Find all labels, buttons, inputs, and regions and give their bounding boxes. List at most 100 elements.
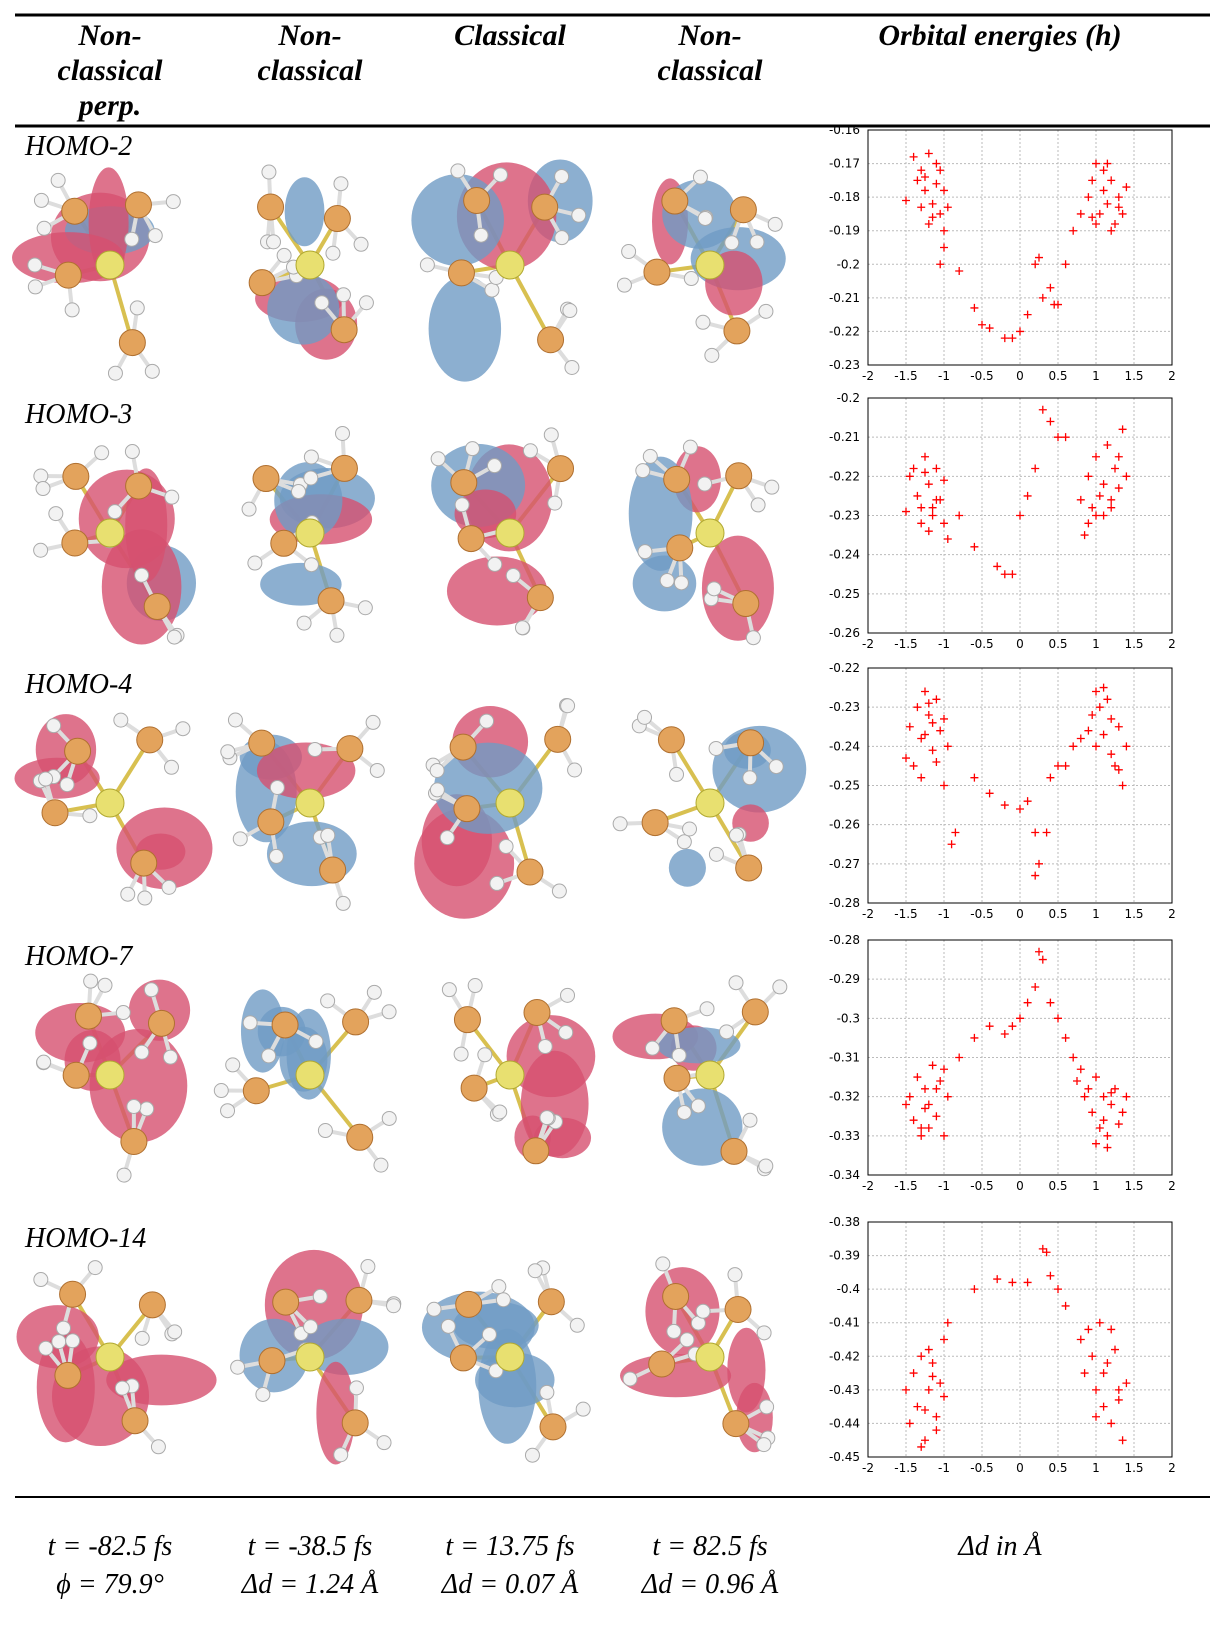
scatter-point (1092, 1073, 1100, 1081)
molecule (613, 710, 806, 886)
molecule (17, 1261, 217, 1454)
hydrogen-atom (493, 168, 507, 182)
scatter-point (1107, 496, 1115, 504)
hydrogen-atom (127, 1100, 141, 1114)
carbon-atom (259, 1348, 285, 1374)
y-tick-label: -0.45 (829, 1450, 860, 1464)
scatter-point (1107, 1325, 1115, 1333)
scatter-point (1069, 227, 1077, 235)
scatter-point (936, 210, 944, 218)
carbon-atom (271, 530, 297, 556)
scatter-point (906, 1093, 914, 1101)
hydrogen-atom (315, 296, 329, 310)
carbon-atom (538, 327, 564, 353)
hydrogen-atom (84, 974, 98, 988)
carbon-atom (249, 730, 275, 756)
hydrogen-atom (231, 1360, 245, 1374)
hydrogen-atom (548, 496, 562, 510)
silicon-atom (296, 789, 324, 817)
y-tick-label: -0.4 (837, 1282, 860, 1296)
carbon-atom (532, 194, 558, 220)
scatter-point (940, 1065, 948, 1073)
scatter-point (1073, 1077, 1081, 1085)
x-tick-label: 1.5 (1124, 1461, 1143, 1475)
carbon-atom (456, 1291, 482, 1317)
carbon-atom (733, 591, 759, 617)
scatter-point (1100, 1116, 1108, 1124)
carbon-atom (642, 810, 668, 836)
scatter-point (917, 1443, 925, 1451)
hydrogen-atom (297, 616, 311, 630)
x-tick-label: 2 (1168, 1179, 1176, 1193)
scatter-point (917, 504, 925, 512)
scatter-point (1096, 210, 1104, 218)
scatter-point (1016, 512, 1024, 520)
scatter-point (951, 829, 959, 837)
scatter-point (1046, 284, 1054, 292)
hydrogen-atom (757, 1326, 771, 1340)
scatter-point (1111, 1085, 1119, 1093)
molecule (14, 713, 212, 905)
scatter-point (986, 789, 994, 797)
molecule (431, 428, 573, 635)
hydrogen-atom (359, 296, 373, 310)
scatter-point (1024, 492, 1032, 500)
molecule (242, 426, 375, 642)
hydrogen-atom (492, 1280, 506, 1294)
hydrogen-atom (480, 714, 494, 728)
scatter-point (1069, 1054, 1077, 1062)
hydrogen-atom (691, 1099, 705, 1113)
hydrogen-atom (555, 169, 569, 183)
hydrogen-atom (496, 1293, 510, 1307)
silicon-atom (96, 251, 124, 279)
carbon-atom (742, 999, 768, 1025)
scatter-point (1122, 183, 1130, 191)
y-tick-label: -0.26 (829, 626, 860, 640)
scatter-point (1001, 570, 1009, 578)
scatter-point (902, 1386, 910, 1394)
scatter-point (970, 304, 978, 312)
x-tick-label: 0 (1016, 637, 1024, 651)
scatter-point (1107, 176, 1115, 184)
scatter-point (1107, 715, 1115, 723)
carbon-atom (663, 1283, 689, 1309)
hydrogen-atom (431, 452, 445, 466)
x-tick-label: 1 (1092, 907, 1100, 921)
scatter-point (1100, 512, 1108, 520)
x-tick-label: -2 (862, 1461, 874, 1475)
carbon-atom (664, 466, 690, 492)
hydrogen-atom (441, 1319, 455, 1333)
hydrogen-atom (308, 742, 322, 756)
hydrogen-atom (98, 978, 112, 992)
hydrogen-atom (262, 1049, 276, 1063)
hydrogen-atom (248, 556, 262, 570)
scatter-point (1069, 742, 1077, 750)
scatter-point (1024, 311, 1032, 319)
y-tick-label: -0.23 (829, 509, 860, 523)
hydrogen-atom (361, 1260, 375, 1274)
hydrogen-atom (707, 582, 721, 596)
hydrogen-atom (622, 245, 636, 259)
x-tick-label: -1 (938, 907, 950, 921)
y-tick-label: -0.2 (837, 391, 860, 405)
row-label: HOMO-2 (24, 131, 132, 162)
scatter-point (925, 1386, 933, 1394)
scatter-point (1092, 1140, 1100, 1148)
scatter-point (929, 719, 937, 727)
footer-label: t = 82.5 fs (652, 1531, 767, 1562)
hydrogen-atom (135, 1331, 149, 1345)
hydrogen-atom (336, 426, 350, 440)
scatter-point (970, 1285, 978, 1293)
hydrogen-atom (165, 490, 179, 504)
column-header: classical (58, 54, 164, 87)
scatter-point (1092, 742, 1100, 750)
hydrogen-atom (760, 1400, 774, 1414)
x-tick-label: -1 (938, 637, 950, 651)
scatter-point (1054, 433, 1062, 441)
scatter-point (986, 324, 994, 332)
scatter-point (1046, 999, 1054, 1007)
scatter-point (1107, 1101, 1115, 1109)
hydrogen-atom (743, 1113, 757, 1127)
scatter-point (1008, 1278, 1016, 1286)
hydrogen-atom (487, 459, 501, 473)
